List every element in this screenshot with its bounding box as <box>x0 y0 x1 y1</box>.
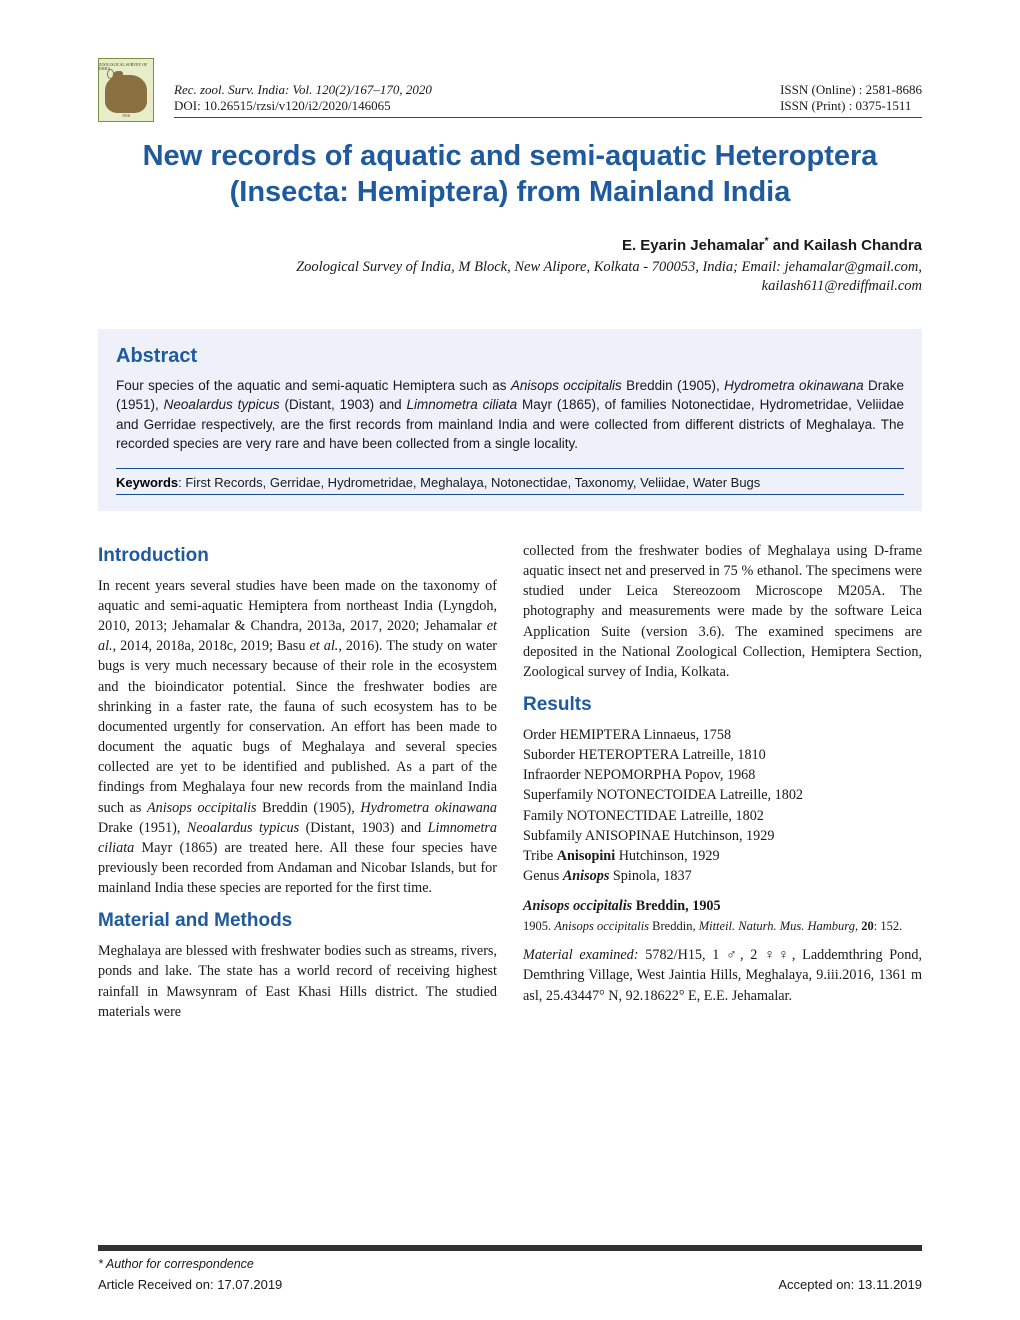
received-date: Article Received on: 17.07.2019 <box>98 1277 282 1292</box>
keywords-text: : First Records, Gerridae, Hydrometridae… <box>178 475 760 490</box>
dates-row: Article Received on: 17.07.2019 Accepted… <box>98 1277 922 1292</box>
correspondence-note: * Author for correspondence <box>98 1257 922 1271</box>
taxonomy-tribe: Tribe Anisopini Hutchinson, 1929 <box>523 846 922 866</box>
taxonomy-order: Order HEMIPTERA Linnaeus, 1758 <box>523 725 922 745</box>
introduction-heading: Introduction <box>98 543 497 570</box>
species-heading: Anisops occipitalis Breddin, 1905 <box>523 896 922 916</box>
taxonomy-family: Family NOTONECTIDAE Latreille, 1802 <box>523 806 922 826</box>
journal-logo: ZOOLOGICAL SURVEY OF INDIA 1916 <box>98 58 154 122</box>
keywords-label: Keywords <box>116 475 178 490</box>
column-left: Introduction In recent years several stu… <box>98 541 497 1022</box>
species-reference: 1905. Anisops occipitalis Breddin, Mitte… <box>523 918 922 935</box>
accepted-date: Accepted on: 13.11.2019 <box>778 1277 922 1292</box>
affiliation-line-2: kailash611@rediffmail.com <box>762 278 922 294</box>
methods-text-2: collected from the freshwater bodies of … <box>523 541 922 682</box>
header-right: ISSN (Online) : 2581-8686 ISSN (Print) :… <box>780 82 922 114</box>
taxonomy-suborder: Suborder HETEROPTERA Latreille, 1810 <box>523 745 922 765</box>
affiliation: Zoological Survey of India, M Block, New… <box>98 258 922 297</box>
methods-text-1: Meghalaya are blessed with freshwater bo… <box>98 941 497 1022</box>
taxonomy-superfamily: Superfamily NOTONECTOIDEA Latreille, 180… <box>523 785 922 805</box>
methods-heading: Material and Methods <box>98 908 497 935</box>
journal-citation: Rec. zool. Surv. India: Vol. 120(2)/167–… <box>174 82 432 97</box>
page-header: ZOOLOGICAL SURVEY OF INDIA 1916 Rec. zoo… <box>98 58 922 122</box>
issn-online: ISSN (Online) : 2581-8686 <box>780 82 922 98</box>
header-left: Rec. zool. Surv. India: Vol. 120(2)/167–… <box>174 82 432 114</box>
author-list: E. Eyarin Jehamalar* and Kailash Chandra <box>98 235 922 254</box>
affiliation-line-1: Zoological Survey of India, M Block, New… <box>296 259 922 275</box>
title-line-2: (Insecta: Hemiptera) from Mainland India <box>230 176 791 208</box>
footer-divider <box>98 1245 922 1251</box>
body-columns: Introduction In recent years several stu… <box>98 541 922 1022</box>
keywords-line: Keywords: First Records, Gerridae, Hydro… <box>116 468 904 495</box>
taxonomy-infraorder: Infraorder NEPOMORPHA Popov, 1968 <box>523 765 922 785</box>
column-right: collected from the freshwater bodies of … <box>523 541 922 1022</box>
abstract-text: Four species of the aquatic and semi-aqu… <box>116 376 904 454</box>
introduction-text: In recent years several studies have bee… <box>98 576 497 899</box>
doi: DOI: 10.26515/rzsi/v120/i2/2020/146065 <box>174 98 432 114</box>
authors-text: E. Eyarin Jehamalar* and Kailash Chandra <box>622 237 922 254</box>
abstract-box: Abstract Four species of the aquatic and… <box>98 329 922 511</box>
taxonomy-subfamily: Subfamily ANISOPINAE Hutchinson, 1929 <box>523 826 922 846</box>
article-title: New records of aquatic and semi-aquatic … <box>98 138 922 211</box>
header-metadata: Rec. zool. Surv. India: Vol. 120(2)/167–… <box>174 58 922 118</box>
issn-print: ISSN (Print) : 0375-1511 <box>780 98 922 114</box>
abstract-heading: Abstract <box>116 345 904 368</box>
taxonomy-genus: Genus Anisops Spinola, 1837 <box>523 866 922 886</box>
material-examined: Material examined: 5782/H15, 1 ♂, 2 ♀♀, … <box>523 945 922 1005</box>
results-heading: Results <box>523 692 922 719</box>
page-footer: * Author for correspondence Article Rece… <box>98 1245 922 1292</box>
title-line-1: New records of aquatic and semi-aquatic … <box>143 140 878 172</box>
